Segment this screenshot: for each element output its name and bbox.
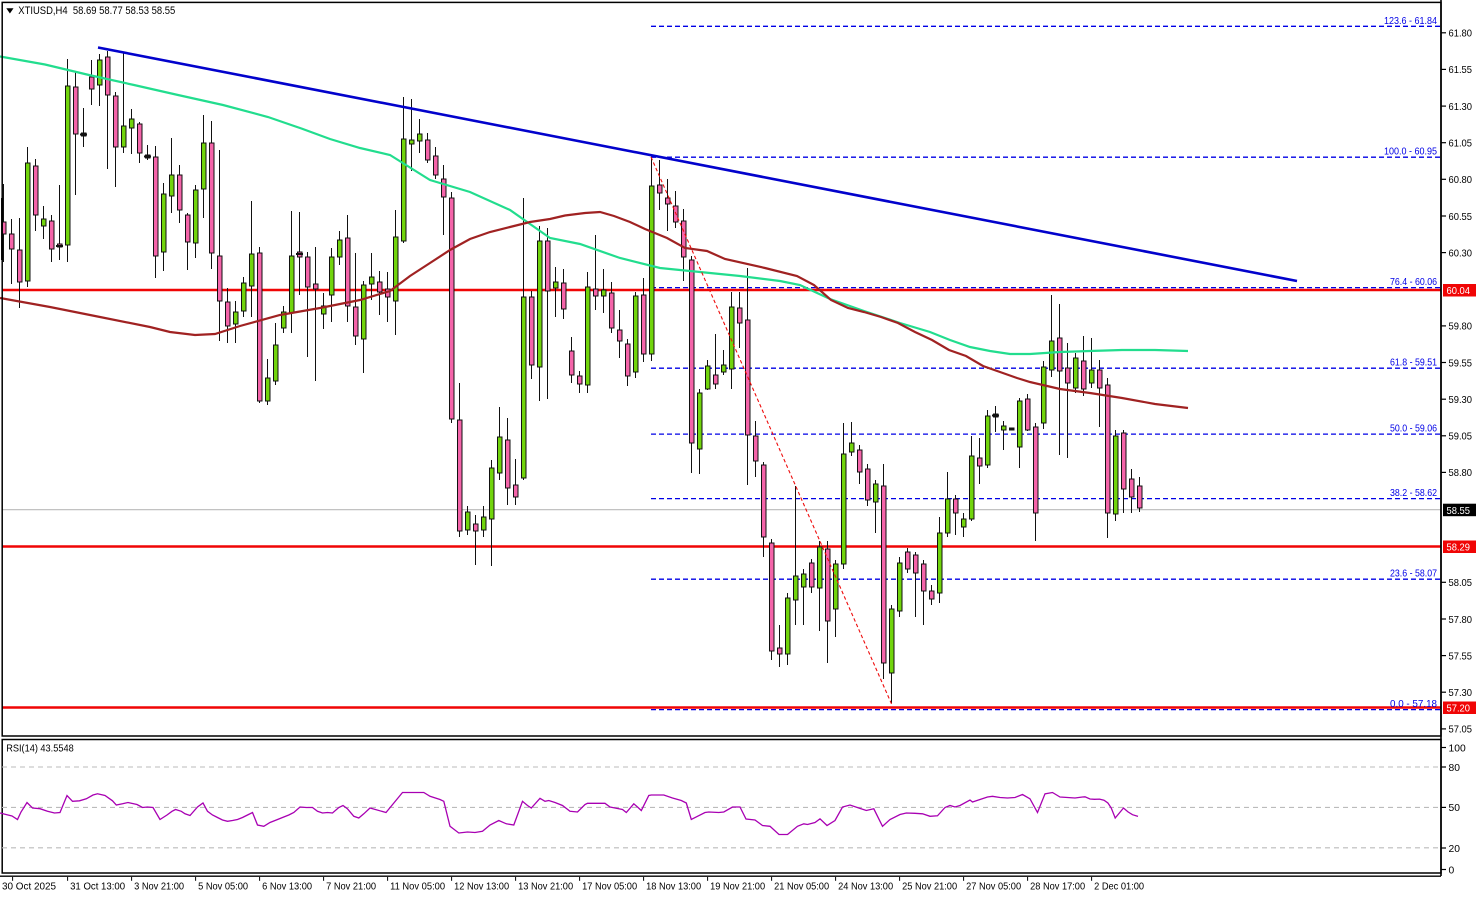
svg-text:12 Nov 13:00: 12 Nov 13:00 xyxy=(454,882,509,893)
svg-text:31 Oct 13:00: 31 Oct 13:00 xyxy=(70,882,125,893)
svg-text:13 Nov 21:00: 13 Nov 21:00 xyxy=(518,882,573,893)
svg-text:21 Nov 05:00: 21 Nov 05:00 xyxy=(774,882,829,893)
svg-text:58.80: 58.80 xyxy=(1449,468,1473,479)
svg-text:XTIUSD,H4 58.69 58.77 58.53 5: XTIUSD,H4 58.69 58.77 58.53 58.55 xyxy=(18,5,175,17)
svg-text:59.05: 59.05 xyxy=(1449,432,1473,443)
svg-text:57.30: 57.30 xyxy=(1449,688,1473,699)
svg-text:RSI(14) 43.5548: RSI(14) 43.5548 xyxy=(6,744,74,755)
svg-text:60.30: 60.30 xyxy=(1449,248,1473,259)
svg-text:57.55: 57.55 xyxy=(1449,651,1473,662)
svg-text:59.30: 59.30 xyxy=(1449,395,1473,406)
svg-text:61.05: 61.05 xyxy=(1449,139,1473,150)
svg-text:28 Nov 17:00: 28 Nov 17:00 xyxy=(1030,882,1085,893)
svg-text:100: 100 xyxy=(1449,743,1466,754)
svg-text:61.8 - 59.51: 61.8 - 59.51 xyxy=(1390,358,1437,369)
svg-text:76.4 - 60.06: 76.4 - 60.06 xyxy=(1390,277,1437,288)
svg-text:60.80: 60.80 xyxy=(1449,175,1473,186)
svg-text:80: 80 xyxy=(1449,763,1461,774)
svg-text:100.0 - 60.95: 100.0 - 60.95 xyxy=(1384,147,1437,158)
svg-text:11 Nov 05:00: 11 Nov 05:00 xyxy=(390,882,445,893)
svg-text:19 Nov 21:00: 19 Nov 21:00 xyxy=(710,882,765,893)
svg-text:50.0 - 59.06: 50.0 - 59.06 xyxy=(1390,424,1437,435)
svg-text:18 Nov 13:00: 18 Nov 13:00 xyxy=(646,882,701,893)
svg-text:57.80: 57.80 xyxy=(1449,615,1473,626)
svg-text:38.2 - 58.62: 38.2 - 58.62 xyxy=(1390,488,1437,499)
svg-text:6 Nov 13:00: 6 Nov 13:00 xyxy=(262,882,312,893)
svg-text:61.55: 61.55 xyxy=(1449,65,1473,76)
svg-text:58.29: 58.29 xyxy=(1447,543,1471,554)
svg-text:27 Nov 05:00: 27 Nov 05:00 xyxy=(966,882,1021,893)
svg-text:57.05: 57.05 xyxy=(1449,725,1473,736)
svg-text:24 Nov 13:00: 24 Nov 13:00 xyxy=(838,882,893,893)
svg-text:50: 50 xyxy=(1449,803,1461,814)
svg-text:0: 0 xyxy=(1449,865,1455,876)
svg-text:61.30: 61.30 xyxy=(1449,102,1473,113)
svg-text:57.20: 57.20 xyxy=(1447,704,1471,715)
svg-text:59.80: 59.80 xyxy=(1449,322,1473,333)
svg-text:59.55: 59.55 xyxy=(1449,358,1473,369)
svg-text:25 Nov 21:00: 25 Nov 21:00 xyxy=(902,882,957,893)
svg-text:58.55: 58.55 xyxy=(1447,506,1471,517)
svg-text:20: 20 xyxy=(1449,844,1461,855)
svg-text:61.80: 61.80 xyxy=(1449,29,1473,40)
svg-text:23.6 - 58.07: 23.6 - 58.07 xyxy=(1390,569,1437,580)
svg-text:30 Oct 2025: 30 Oct 2025 xyxy=(2,882,56,893)
svg-text:60.04: 60.04 xyxy=(1447,286,1471,297)
svg-text:5 Nov 05:00: 5 Nov 05:00 xyxy=(198,882,248,893)
svg-text:3 Nov 21:00: 3 Nov 21:00 xyxy=(134,882,184,893)
svg-text:123.6 - 61.84: 123.6 - 61.84 xyxy=(1384,16,1437,27)
svg-text:17 Nov 05:00: 17 Nov 05:00 xyxy=(582,882,637,893)
svg-text:7 Nov 21:00: 7 Nov 21:00 xyxy=(326,882,376,893)
svg-text:58.05: 58.05 xyxy=(1449,578,1473,589)
svg-text:2 Dec 01:00: 2 Dec 01:00 xyxy=(1094,882,1144,893)
svg-text:0.0 - 57.18: 0.0 - 57.18 xyxy=(1390,699,1437,710)
svg-text:60.55: 60.55 xyxy=(1449,212,1473,223)
